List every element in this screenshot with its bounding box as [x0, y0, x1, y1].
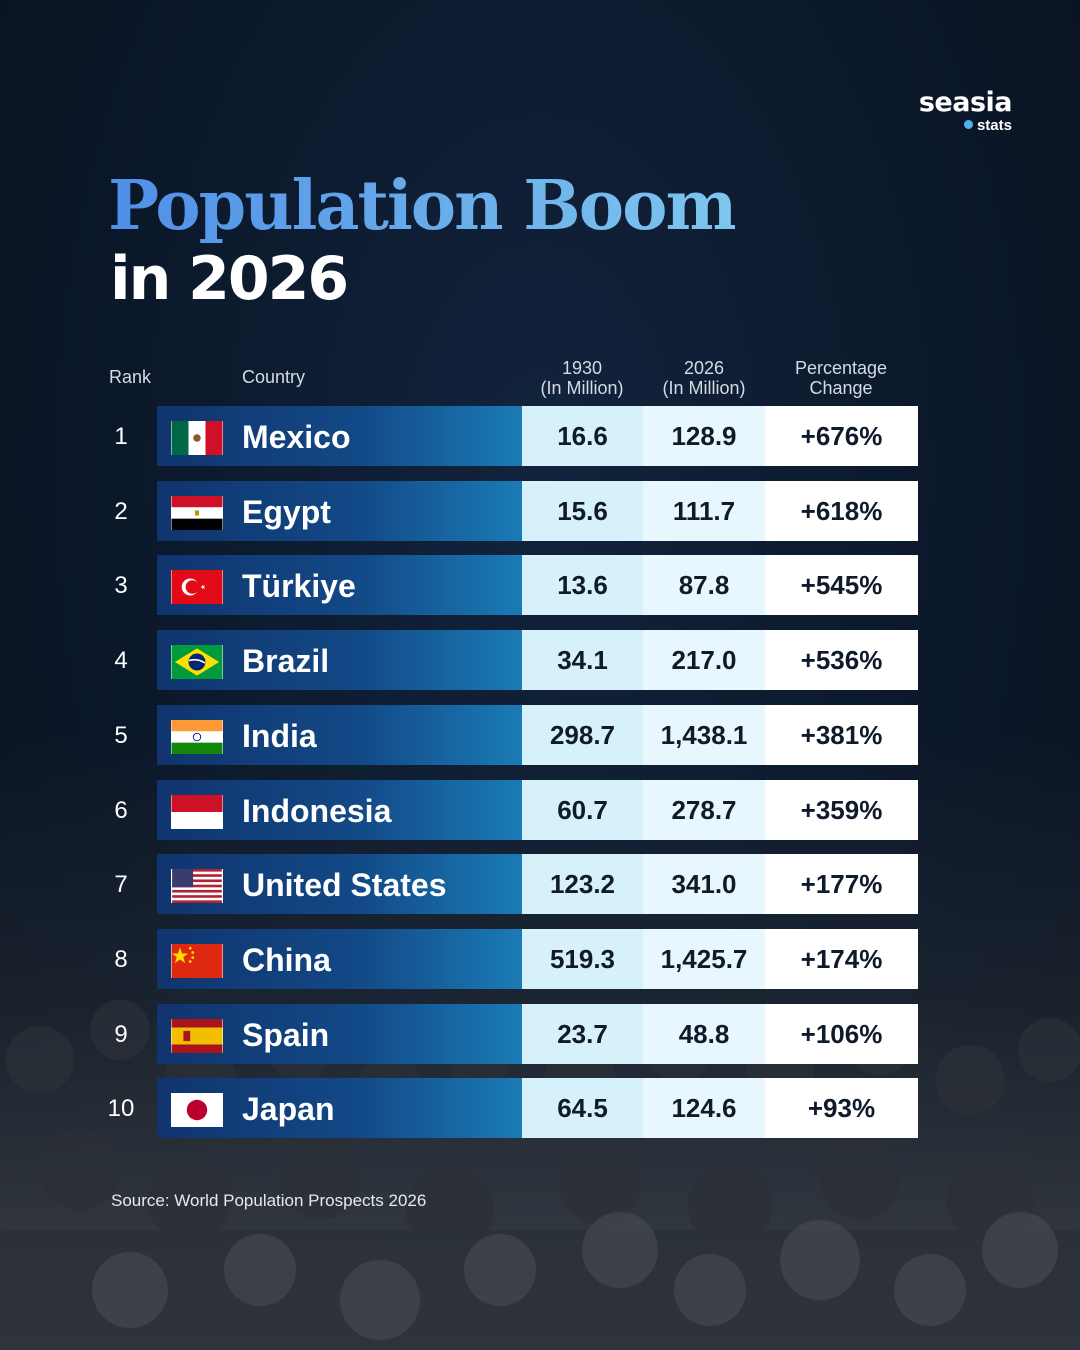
- brand-sub: stats: [900, 118, 1012, 134]
- brand-logo: seasia stats: [900, 87, 1013, 134]
- row-percentage-change: +545%: [765, 555, 918, 615]
- table-row: 9 Spain 23.7 48.8 +106%: [0, 1004, 1080, 1064]
- japan-flag-icon: [171, 1093, 223, 1127]
- row-pop-2026: 217.0: [643, 630, 765, 690]
- china-flag-icon: [171, 944, 223, 978]
- row-country: United States: [242, 867, 447, 903]
- row-percentage-change: +93%: [765, 1078, 918, 1138]
- header-2026: 2026 (In Million): [639, 358, 769, 398]
- row-pop-2026: 87.8: [643, 555, 765, 615]
- row-country: Spain: [242, 1017, 330, 1053]
- united-states-flag-icon: [171, 869, 223, 903]
- country-bar: Spain: [157, 1004, 522, 1064]
- header-1930: 1930 (In Million): [517, 358, 647, 398]
- country-bar: Mexico: [157, 406, 522, 466]
- row-rank: 1: [114, 423, 128, 450]
- header-percentage-line1: Percentage: [794, 358, 888, 378]
- row-pop-1930: 298.7: [522, 705, 643, 765]
- country-bar: Türkiye: [157, 555, 522, 615]
- table-row: 4 Brazil 34.1 217.0 +536%: [0, 630, 1080, 690]
- row-pop-2026: 124.6: [643, 1078, 765, 1138]
- source-note: Source: World Population Prospects 2026: [111, 1191, 427, 1210]
- row-rank: 10: [107, 1095, 135, 1122]
- row-pop-1930: 123.2: [522, 854, 643, 914]
- country-bar: China: [157, 929, 522, 989]
- country-bar: United States: [157, 854, 522, 914]
- table-row: 3 Türkiye 13.6 87.8 +545%: [0, 555, 1080, 615]
- country-bar: Brazil: [157, 630, 522, 690]
- india-flag-icon: [171, 720, 223, 754]
- egypt-flag-icon: [171, 496, 223, 530]
- row-rank: 7: [114, 871, 128, 898]
- row-country: Brazil: [242, 643, 330, 679]
- row-pop-2026: 278.7: [643, 780, 765, 840]
- row-country: Indonesia: [242, 793, 392, 829]
- row-pop-1930: 34.1: [522, 630, 643, 690]
- row-percentage-change: +106%: [765, 1004, 918, 1064]
- row-rank: 2: [114, 498, 128, 525]
- row-country: China: [242, 942, 331, 978]
- row-percentage-change: +359%: [765, 780, 918, 840]
- row-rank: 9: [114, 1021, 128, 1048]
- turkiye-flag-icon: [171, 570, 223, 604]
- table-row: 5 India 298.7 1,438.1 +381%: [0, 705, 1080, 765]
- table-row: 10 Japan 64.5 124.6 +93%: [0, 1078, 1080, 1138]
- row-rank: 4: [114, 647, 128, 674]
- row-percentage-change: +381%: [765, 705, 918, 765]
- row-percentage-change: +177%: [765, 854, 918, 914]
- row-pop-1930: 13.6: [522, 555, 643, 615]
- row-country: Mexico: [242, 419, 351, 455]
- row-pop-2026: 48.8: [643, 1004, 765, 1064]
- table-row: 2 Egypt 15.6 111.7 +618%: [0, 481, 1080, 541]
- country-bar: Indonesia: [157, 780, 522, 840]
- country-bar: Japan: [157, 1078, 522, 1138]
- page-title: Population Boom: [108, 166, 737, 246]
- row-pop-1930: 519.3: [522, 929, 643, 989]
- row-percentage-change: +676%: [765, 406, 918, 466]
- row-country: Japan: [242, 1091, 335, 1127]
- row-pop-2026: 128.9: [643, 406, 765, 466]
- row-pop-2026: 341.0: [643, 854, 765, 914]
- country-bar: India: [157, 705, 522, 765]
- table-row: 8 China 519.3 1,425.7 +174%: [0, 929, 1080, 989]
- row-percentage-change: +174%: [765, 929, 918, 989]
- row-pop-1930: 64.5: [522, 1078, 643, 1138]
- row-pop-1930: 60.7: [522, 780, 643, 840]
- row-pop-1930: 16.6: [522, 406, 643, 466]
- table-row: 6 Indonesia 60.7 278.7 +359%: [0, 780, 1080, 840]
- row-rank: 6: [114, 797, 128, 824]
- header-1930-year: 1930: [561, 358, 603, 378]
- row-pop-2026: 1,438.1: [643, 705, 765, 765]
- header-2026-unit: (In Million): [662, 378, 746, 398]
- brand-dot-icon: [963, 120, 973, 129]
- header-2026-year: 2026: [683, 358, 725, 378]
- header-rank: Rank: [109, 367, 152, 387]
- row-rank: 5: [114, 722, 128, 749]
- row-rank: 8: [114, 946, 128, 973]
- mexico-flag-icon: [171, 421, 223, 455]
- brazil-flag-icon: [171, 645, 223, 679]
- row-pop-1930: 23.7: [522, 1004, 643, 1064]
- table-row: 7 United States 123.2 341.0 +177%: [0, 854, 1080, 914]
- row-pop-2026: 1,425.7: [643, 929, 765, 989]
- row-country: Türkiye: [242, 568, 356, 604]
- brand-sub-label: stats: [976, 117, 1012, 134]
- row-percentage-change: +536%: [765, 630, 918, 690]
- header-country: Country: [242, 367, 306, 387]
- row-country: Egypt: [242, 494, 331, 530]
- row-pop-2026: 111.7: [643, 481, 765, 541]
- page-subtitle: in 2026: [110, 244, 349, 314]
- country-bar: Egypt: [157, 481, 522, 541]
- table-row: 1 Mexico 16.6 128.9 +676%: [0, 406, 1080, 466]
- header-1930-unit: (In Million): [540, 378, 624, 398]
- indonesia-flag-icon: [171, 795, 223, 829]
- row-country: India: [242, 718, 317, 754]
- row-pop-1930: 15.6: [522, 481, 643, 541]
- row-percentage-change: +618%: [765, 481, 918, 541]
- spain-flag-icon: [171, 1019, 223, 1053]
- brand-name: seasia: [918, 87, 1013, 118]
- row-rank: 3: [114, 572, 128, 599]
- header-percentage-change: Percentage Change: [776, 358, 906, 398]
- header-percentage-line2: Change: [809, 378, 873, 398]
